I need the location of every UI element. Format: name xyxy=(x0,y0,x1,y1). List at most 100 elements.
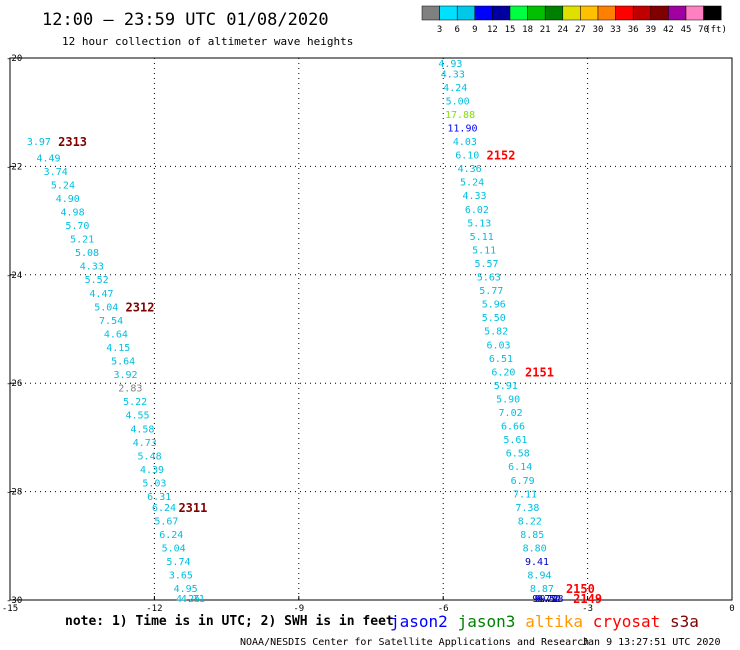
satellite-legend-item: jason2 xyxy=(390,612,448,631)
wave-height-value: 4.03 xyxy=(453,137,477,148)
wave-height-value: 5.04 xyxy=(94,302,118,313)
wave-height-value: 7.11 xyxy=(513,489,537,500)
wave-height-value: 3.97 xyxy=(27,137,51,148)
scale-label: 9 xyxy=(472,25,477,35)
wave-height-value: 9.72 xyxy=(535,594,559,605)
x-tick-label: -3 xyxy=(582,604,593,614)
wave-height-value: 5.48 xyxy=(138,451,162,462)
wave-height-value: 3.65 xyxy=(169,571,193,582)
wave-height-value: 6.51 xyxy=(489,354,513,365)
x-tick-label: -9 xyxy=(293,604,304,614)
wave-height-value: 5.13 xyxy=(467,218,491,229)
scale-swatch xyxy=(632,5,652,21)
wave-height-value: 7.54 xyxy=(99,316,123,327)
scale-swatch xyxy=(597,5,616,21)
scale-swatch xyxy=(509,5,528,21)
axis-ticks: -15 -12 -9 -6 -3 0-20-22-24-26-28-30 xyxy=(2,54,735,614)
wave-height-value: 4.36 xyxy=(458,164,482,175)
scale-label: 15 xyxy=(505,25,516,35)
x-tick-label: -12 xyxy=(146,604,162,614)
scale-swatch xyxy=(439,5,458,21)
wave-height-value: 8.22 xyxy=(518,516,542,527)
wave-height-value: 4.95 xyxy=(174,584,198,595)
wave-height-value: 5.03 xyxy=(142,478,166,489)
wave-height-value: 4.26 xyxy=(176,594,200,605)
wave-height-value: 5.90 xyxy=(496,394,520,405)
y-tick-label: -22 xyxy=(6,162,22,172)
wave-height-value: 4.98 xyxy=(61,207,85,218)
wave-height-value: 4.33 xyxy=(441,69,465,80)
wave-height-value: 8.85 xyxy=(520,530,544,541)
scale-label: 21 xyxy=(540,25,551,35)
scale-swatch xyxy=(650,5,669,21)
wave-height-value: 8.87 xyxy=(530,584,554,595)
pass-number-label: 2149 xyxy=(573,592,602,606)
wave-height-value: 4.93 xyxy=(438,59,462,70)
scale-swatch xyxy=(580,5,599,21)
wave-height-value: 8.80 xyxy=(523,544,547,555)
pass-number-label: 2150 xyxy=(566,582,595,596)
wave-height-value: 6.79 xyxy=(511,476,535,487)
wave-height-value: 5.24 xyxy=(51,180,75,191)
wave-height-value: 5.08 xyxy=(75,248,99,259)
scale-label: 39 xyxy=(645,25,656,35)
wave-height-value: 6.03 xyxy=(487,340,511,351)
credit-text: NOAA/NESDIS Center for Satellite Applica… xyxy=(240,637,589,648)
color-scale-legend: 3 6 9 12 15 18 21 24 27 30 33 36 39 42 45 70(ft) xyxy=(421,5,727,35)
chart-subtitle: 12 hour collection of altimeter wave hei… xyxy=(62,35,353,48)
satellite-legend-item: altika xyxy=(525,612,583,631)
satellite-legend-item: cryosat xyxy=(593,612,660,631)
wave-height-value: 5.63 xyxy=(477,273,501,284)
wave-height-value: 7.38 xyxy=(515,503,539,514)
wave-height-values: 3.97 4.49 3.74 5.24 4.90 4.98 5.70 5.21 5.08 4.33… xyxy=(27,59,564,605)
wave-height-value: 4.47 xyxy=(89,289,113,300)
wave-height-value: 9.41 xyxy=(525,557,549,568)
wave-height-value: 5.77 xyxy=(479,286,503,297)
wave-height-value: 6.66 xyxy=(501,422,525,433)
wave-height-value: 5.52 xyxy=(85,275,109,286)
scale-swatch xyxy=(492,5,511,21)
scale-label: 27 xyxy=(575,25,586,35)
wave-height-value: 5.50 xyxy=(482,313,506,324)
scale-swatch xyxy=(421,5,440,21)
x-tick-label: -15 xyxy=(2,604,18,614)
wave-height-value: 5.74 xyxy=(166,557,190,568)
pass-number-label: 2151 xyxy=(525,365,554,379)
wave-height-value: 9.98 xyxy=(539,594,563,605)
scale-unit-label: (ft) xyxy=(705,25,727,35)
wave-height-value: 6.14 xyxy=(508,462,532,473)
scale-label: 12 xyxy=(487,25,498,35)
pass-number-label: 2313 xyxy=(58,135,87,149)
wave-height-value: 6.24 xyxy=(159,530,183,541)
plot-frame xyxy=(9,57,733,601)
wave-height-value: 5.67 xyxy=(154,516,178,527)
wave-height-value: 5.21 xyxy=(70,235,94,246)
wave-height-value: 4.58 xyxy=(130,424,154,435)
y-tick-label: -20 xyxy=(6,54,22,64)
y-tick-label: -28 xyxy=(6,488,22,498)
wave-height-value: 4.49 xyxy=(36,153,60,164)
wave-height-value: 4.71 xyxy=(181,594,205,605)
scale-label: 6 xyxy=(454,25,459,35)
footer-note: note: 1) Time is in UTC; 2) SWH is in fe… xyxy=(65,614,394,629)
wave-height-value: 6.10 xyxy=(455,151,479,162)
wave-height-value: 5.04 xyxy=(162,544,186,555)
wave-height-value: 4.55 xyxy=(126,411,150,422)
timestamp-text: Jan 9 13:27:51 UTC 2020 xyxy=(582,637,720,648)
wave-height-value: 17.88 xyxy=(445,110,475,121)
scale-swatch xyxy=(456,5,476,21)
x-tick-label: -6 xyxy=(438,604,449,614)
wave-height-value: 5.57 xyxy=(474,259,498,270)
scale-swatch xyxy=(703,5,722,21)
wave-height-value: 4.73 xyxy=(133,438,157,449)
wave-height-value: 5.91 xyxy=(494,381,518,392)
wave-height-value: 9.77 xyxy=(532,594,556,605)
satellite-legend: jason2 jason3 altika cryosat s3a xyxy=(390,612,699,631)
scale-swatch xyxy=(615,5,634,21)
wave-height-value: 6.31 xyxy=(147,492,171,503)
scale-swatch xyxy=(544,5,564,21)
wave-height-value: 5.11 xyxy=(470,232,494,243)
scale-label: 30 xyxy=(593,25,604,35)
